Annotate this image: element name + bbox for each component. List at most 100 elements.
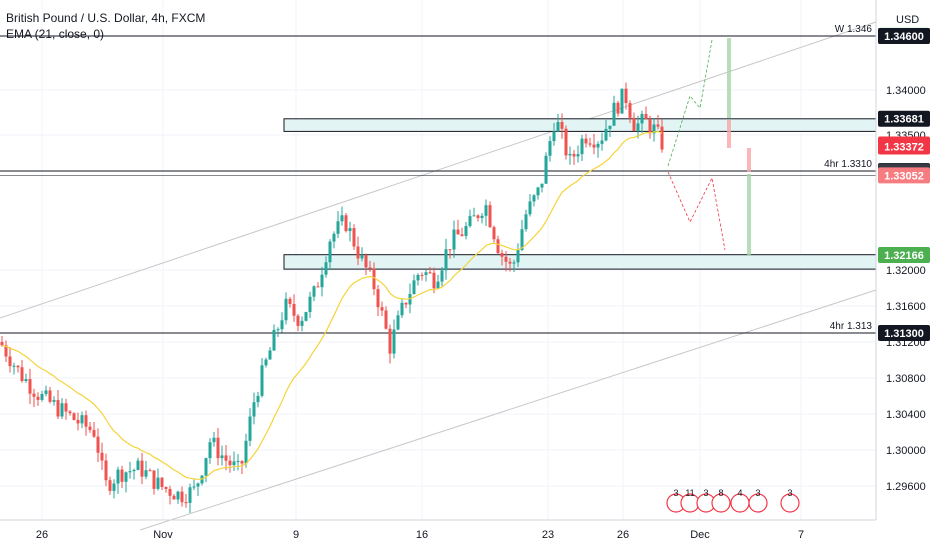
time-tick-label: Dec [690,529,710,541]
candle-body [352,228,356,247]
candle-body [124,472,128,482]
candle-body [248,416,252,441]
candle-body [584,138,588,144]
candle-body [68,411,72,414]
candle-body [492,227,496,240]
candle-body [536,187,540,196]
candle-body [228,460,232,466]
price-label-box [878,167,930,184]
candle-body [468,216,472,227]
candle-body [484,205,488,216]
candle-body [304,312,308,321]
bearish-projection-path [667,171,726,251]
candle-body [388,328,392,354]
candle-body [12,365,16,367]
candle-body [100,452,104,461]
event-marker-label: 4 [737,488,742,498]
candle-body [260,365,264,396]
lower-channel-line [139,289,877,531]
candle-body [608,125,612,129]
candle-body [328,241,332,263]
candle-body [480,215,484,219]
candle-body [616,102,620,114]
price-label-box [878,138,930,155]
candle-body [396,315,400,330]
candle-body [528,201,532,215]
candle-body [660,126,664,150]
candle-body [508,261,512,264]
price-label: 1.33052 [884,170,924,182]
candle-body [0,342,4,346]
candle-body [460,234,464,236]
candle-body [532,195,536,202]
candle-body [96,436,100,453]
price-tick-label: 1.31600 [886,301,926,313]
candle-body [652,124,656,134]
candle-body [88,426,92,430]
candle-body [204,458,208,476]
candle-body [392,329,396,354]
time-tick-label: 26 [617,529,629,541]
candle-body [144,470,148,477]
price-axis: 1.340001.335001.320001.316001.312001.308… [875,0,930,520]
candle-body [336,221,340,234]
candle-body [180,491,184,503]
candle-body [120,469,124,482]
candle-body [140,460,144,477]
candle-body [44,390,48,394]
candlesticks [0,82,664,513]
price-label: 1.33681 [884,114,924,126]
candle-body [132,469,136,472]
candle-body [168,488,172,496]
candle-body [500,253,504,257]
candle-body [196,483,200,487]
event-marker-icon [711,493,731,513]
price-label-box [878,325,930,341]
chart-legend: British Pound / U.S. Dollar, 4h, FXCM EM… [6,10,205,42]
candle-body [576,154,580,157]
supply-demand-zones [283,118,877,270]
candle-body [512,262,516,264]
candle-body [52,400,56,402]
candle-body [56,400,60,417]
candle-body [176,491,180,500]
candle-body [464,226,468,236]
candle-body [416,274,420,281]
currency-label: USD [896,14,919,26]
candle-body [600,140,604,144]
candle-body [580,138,584,155]
candle-body [308,296,312,313]
candle-body [496,239,500,254]
candle-body [272,329,276,351]
price-tick-label: 1.30400 [886,409,926,421]
candle-body [236,460,240,462]
candle-body [92,429,96,437]
candle-body [648,119,652,134]
candle-body [320,274,324,288]
candle-body [440,270,444,282]
time-tick-label: 9 [293,529,299,541]
projection-paths [667,38,751,256]
candle-body [384,310,388,329]
price-tick-label: 1.34000 [886,85,926,97]
target-bar-green [747,174,751,256]
candle-body [404,302,408,305]
stop-bar-red [727,120,731,148]
candle-body [520,229,524,250]
candle-body [640,113,644,124]
candle-body [60,403,64,417]
price-label-box [878,28,930,44]
candle-body [108,480,112,491]
price-label: 1.34600 [884,31,924,43]
candle-body [264,359,268,366]
horizontal-levels: W 1.346 4hr 1.3310 4hr 1.313 [0,24,876,334]
candle-body [104,460,108,481]
candle-body [628,103,632,118]
candle-body [568,153,572,156]
candle-body [604,128,608,141]
candle-body [312,286,316,297]
price-tick-label: 1.29600 [886,481,926,493]
candle-body [504,256,508,262]
candle-body [456,229,460,235]
